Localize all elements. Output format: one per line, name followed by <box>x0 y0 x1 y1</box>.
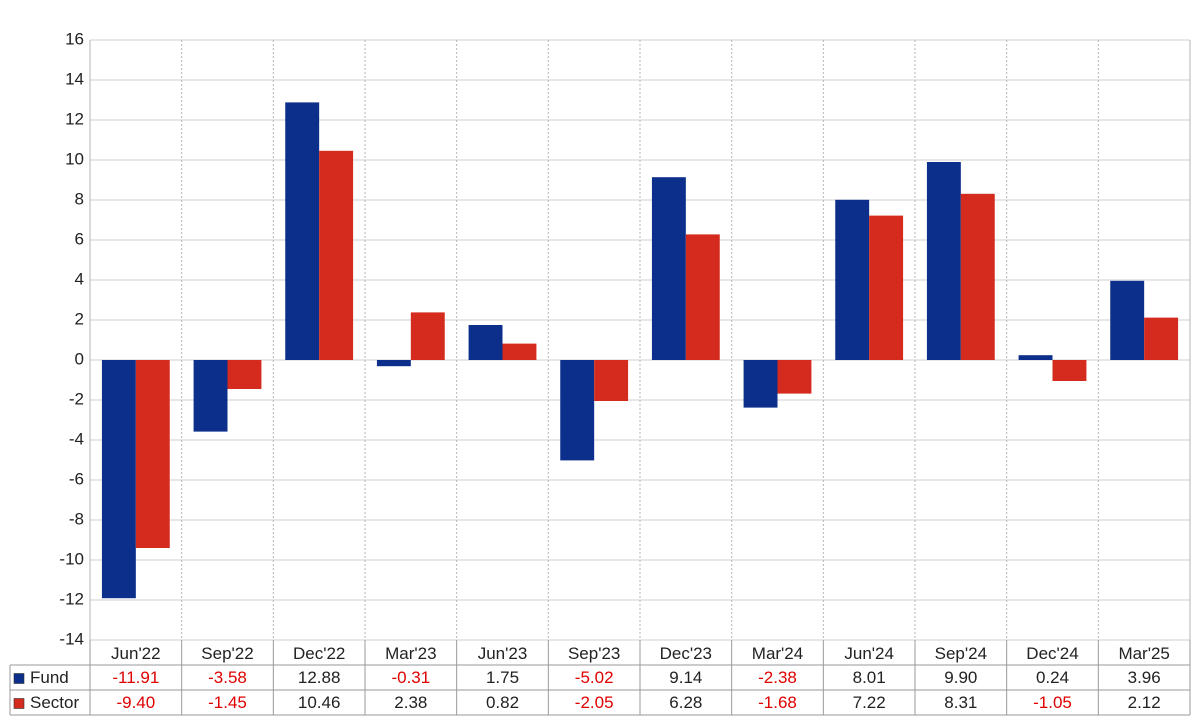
y-tick-label: -10 <box>59 549 84 568</box>
value-label: -2.05 <box>575 693 614 712</box>
bar <box>743 360 778 408</box>
value-label: 0.24 <box>1036 668 1069 687</box>
x-tick-label: Mar'23 <box>385 644 436 663</box>
y-tick-label: -8 <box>69 509 84 528</box>
bar <box>594 360 629 401</box>
bar <box>193 360 228 432</box>
value-label: -1.45 <box>208 693 247 712</box>
legend-label: Fund <box>30 668 69 687</box>
value-label: 10.46 <box>298 693 341 712</box>
y-tick-label: -6 <box>69 469 84 488</box>
bar <box>651 177 686 360</box>
bar <box>926 162 961 360</box>
bar <box>468 325 503 360</box>
value-label: 3.96 <box>1128 668 1161 687</box>
value-label: 9.14 <box>669 668 702 687</box>
value-label: 12.88 <box>298 668 341 687</box>
x-tick-label: Dec'22 <box>293 644 345 663</box>
value-label: 7.22 <box>853 693 886 712</box>
value-label: -5.02 <box>575 668 614 687</box>
bar <box>410 312 445 360</box>
bar <box>1110 280 1145 360</box>
bar <box>227 360 262 389</box>
bar <box>285 102 320 361</box>
y-tick-label: -2 <box>69 389 84 408</box>
x-tick-label: Jun'23 <box>478 644 528 663</box>
value-label: 8.31 <box>944 693 977 712</box>
bar <box>869 215 904 360</box>
y-tick-label: 10 <box>65 149 84 168</box>
bar <box>835 199 870 360</box>
bar <box>1018 355 1053 360</box>
bar <box>376 360 411 367</box>
bar <box>319 150 354 360</box>
x-tick-label: Sep'22 <box>201 644 253 663</box>
value-label: 0.82 <box>486 693 519 712</box>
value-label: 1.75 <box>486 668 519 687</box>
value-label: 2.38 <box>394 693 427 712</box>
x-tick-label: Dec'23 <box>660 644 712 663</box>
legend-swatch <box>13 698 25 709</box>
value-label: -0.31 <box>391 668 430 687</box>
value-label: -2.38 <box>758 668 797 687</box>
x-tick-label: Jun'22 <box>111 644 161 663</box>
x-tick-label: Mar'25 <box>1118 644 1169 663</box>
bar <box>560 360 595 461</box>
y-tick-label: -4 <box>69 429 84 448</box>
x-tick-label: Sep'23 <box>568 644 620 663</box>
y-tick-label: 4 <box>75 269 84 288</box>
bar <box>101 360 136 599</box>
value-label: -11.91 <box>112 668 159 687</box>
y-tick-label: 16 <box>65 29 84 48</box>
value-label: -9.40 <box>116 693 155 712</box>
x-tick-label: Jun'24 <box>844 644 894 663</box>
bar <box>960 193 995 360</box>
x-tick-label: Sep'24 <box>935 644 987 663</box>
y-tick-label: 2 <box>75 309 84 328</box>
value-label: 8.01 <box>853 668 886 687</box>
y-tick-label: 8 <box>75 189 84 208</box>
y-tick-label: -14 <box>59 629 84 648</box>
bar <box>502 343 537 360</box>
y-tick-label: 6 <box>75 229 84 248</box>
bar <box>1052 360 1087 381</box>
value-label: 6.28 <box>669 693 702 712</box>
value-label: -3.58 <box>208 668 247 687</box>
x-tick-label: Dec'24 <box>1026 644 1078 663</box>
x-tick-label: Mar'24 <box>752 644 803 663</box>
y-tick-label: 0 <box>75 349 84 368</box>
bar <box>685 234 720 360</box>
value-label: 9.90 <box>944 668 977 687</box>
legend-swatch <box>13 673 25 684</box>
value-label: 2.12 <box>1128 693 1161 712</box>
y-tick-label: 12 <box>65 109 84 128</box>
value-label: -1.68 <box>758 693 797 712</box>
bar <box>777 360 812 394</box>
y-tick-label: -12 <box>59 589 84 608</box>
bar <box>1144 317 1179 360</box>
value-label: -1.05 <box>1033 693 1072 712</box>
bar <box>135 360 170 548</box>
y-tick-label: 14 <box>65 69 84 88</box>
legend-label: Sector <box>30 693 79 712</box>
